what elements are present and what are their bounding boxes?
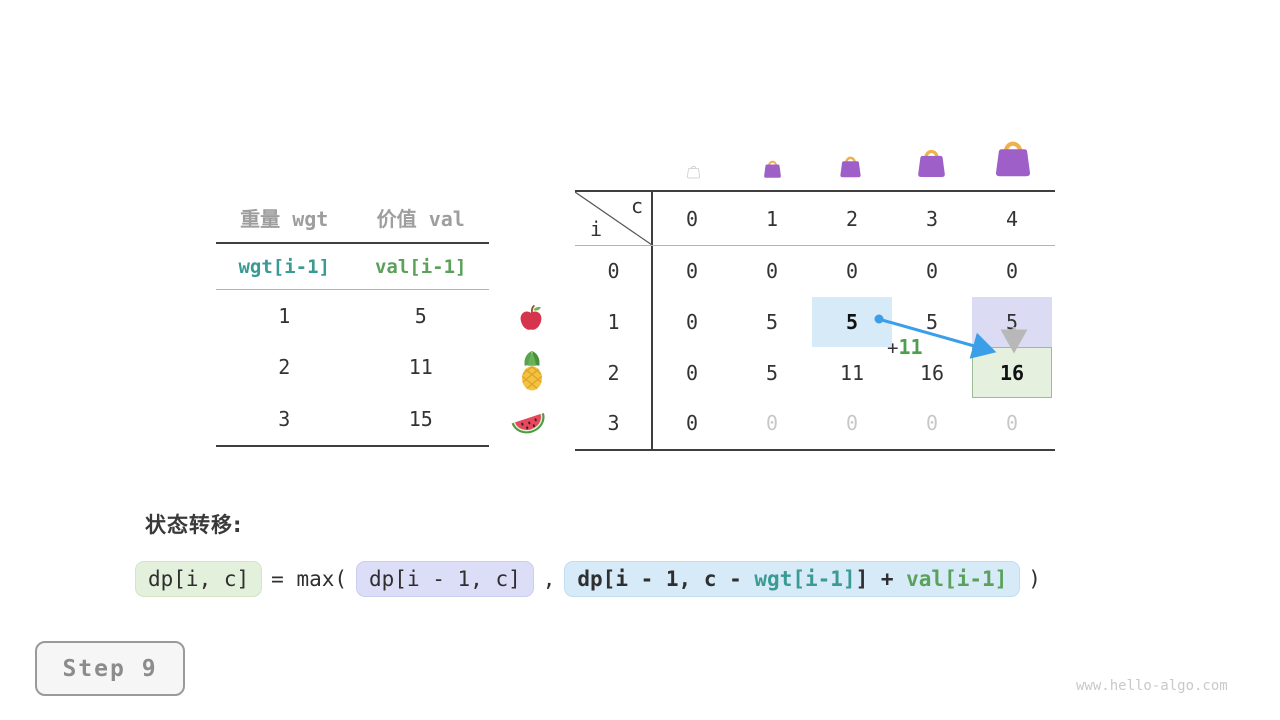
watermelon-icon xyxy=(509,402,549,444)
add-value-annotation: +11 xyxy=(887,335,923,359)
added-value: 11 xyxy=(898,335,923,359)
dp-cell: 0 xyxy=(685,360,699,385)
dp-column-header: 2 xyxy=(845,206,859,231)
close-paren-token: ) xyxy=(1028,567,1041,591)
dp-column-headers: 0 1 2 3 4 xyxy=(652,192,1052,245)
corner-diagonal-line xyxy=(575,192,652,245)
bag-icon xyxy=(992,134,1034,183)
dp-cell: 0 xyxy=(685,310,699,335)
items-table-cell: 2 xyxy=(278,355,291,380)
bag-icon xyxy=(762,157,783,183)
dp-row-index: 3 xyxy=(607,411,620,436)
dp-table-header-row: c i 0 1 2 3 4 xyxy=(575,192,1052,245)
capacity-axis-label: c xyxy=(631,194,644,218)
dp-row-index: 2 xyxy=(607,360,620,385)
weight-column-header: 重量 wgt xyxy=(240,207,329,231)
watermark: www.hello-algo.com xyxy=(1076,678,1228,694)
comma-token: , xyxy=(542,567,556,591)
dp-table-header-divider xyxy=(575,245,1055,246)
items-table-cell: 1 xyxy=(278,303,291,328)
dp-table-vertical-divider xyxy=(651,192,653,449)
formula-segment-green: val[i-1] xyxy=(906,567,1008,591)
dp-cell: 0 xyxy=(765,411,779,436)
dp-cell: 0 xyxy=(765,259,779,284)
dp-cell: 0 xyxy=(685,411,699,436)
items-table-cell: 15 xyxy=(408,406,433,431)
items-table: 重量 wgt 价值 val wgt[i-1] val[i-1] 1 5 2 11 3 15 xyxy=(216,193,489,447)
dp-cell: 0 xyxy=(845,259,859,284)
formula-option2-chip: dp[i - 1, c - wgt[i-1]] + val[i-1] xyxy=(564,561,1021,597)
dp-cell: 0 xyxy=(685,259,699,284)
wgt-index-label: wgt[i-1] xyxy=(238,255,330,278)
dp-cell: 0 xyxy=(925,411,939,436)
dp-cell: 0 xyxy=(1005,411,1019,436)
value-column-header: 价值 val xyxy=(376,207,465,231)
dp-column-header: 3 xyxy=(925,206,939,231)
dp-row: 3 0 0 0 0 0 xyxy=(575,398,1052,449)
dp-cell: 16 xyxy=(919,360,945,385)
dp-column-header: 0 xyxy=(685,206,699,231)
step-indicator: Step 9 xyxy=(35,641,185,696)
transition-formula: dp[i, c] = max( dp[i - 1, c] , dp[i - 1,… xyxy=(135,561,1041,597)
pineapple-icon xyxy=(514,350,550,396)
items-table-header: 重量 wgt 价值 val xyxy=(216,193,489,244)
dp-row: 0 0 0 0 0 0 xyxy=(575,246,1052,297)
val-index-label: val[i-1] xyxy=(374,255,467,278)
ghost-bag-icon xyxy=(686,163,701,183)
equals-max-token: = max( xyxy=(271,567,348,591)
item-axis-label: i xyxy=(590,217,603,241)
dp-column-header: 4 xyxy=(1005,206,1019,231)
dp-cell: 5 xyxy=(972,296,1052,348)
dp-cell: 0 xyxy=(925,259,939,284)
formula-option1-chip: dp[i - 1, c] xyxy=(356,561,534,597)
state-transition-heading: 状态转移: xyxy=(145,513,243,537)
dp-cell: 5 xyxy=(765,310,779,335)
plus-sign: + xyxy=(887,337,899,359)
dp-cell: 5 xyxy=(812,296,892,348)
apple-icon xyxy=(516,303,546,337)
items-table-cell: 3 xyxy=(278,406,291,431)
formula-segment-dark: ] + xyxy=(855,567,907,591)
formula-lhs-chip: dp[i, c] xyxy=(135,561,263,597)
dp-table-corner-cell: c i xyxy=(575,192,652,245)
formula-segment-dark: dp[i - 1, c - xyxy=(577,567,755,591)
dp-column-header: 1 xyxy=(765,206,779,231)
items-table-body: 1 5 2 11 3 15 xyxy=(216,290,489,447)
dp-row-index: 1 xyxy=(607,310,620,335)
dp-row: 2 0 5 11 16 16 xyxy=(575,347,1052,399)
dp-cell: 5 xyxy=(765,360,779,385)
dp-cell: 0 xyxy=(845,411,859,436)
capacity-bags-row xyxy=(0,0,1280,200)
items-table-row: 3 15 xyxy=(216,393,489,445)
items-table-index-row: wgt[i-1] val[i-1] xyxy=(216,244,489,290)
items-table-cell: 11 xyxy=(408,355,433,380)
dp-row-index: 0 xyxy=(607,259,620,284)
formula-segment-teal: wgt[i-1] xyxy=(754,567,856,591)
dp-cell: 16 xyxy=(972,347,1052,399)
dp-cell: 0 xyxy=(1005,259,1019,284)
items-table-cell: 5 xyxy=(414,303,427,328)
bag-icon xyxy=(838,152,863,183)
dp-cell: 11 xyxy=(839,360,865,385)
bag-icon xyxy=(915,144,948,183)
items-table-row: 2 11 xyxy=(216,342,489,394)
dp-table-body: 0 0 0 0 0 0 1 0 5 5 5 5 2 0 5 11 16 16 3 0 0 0 0 0 xyxy=(575,246,1052,449)
